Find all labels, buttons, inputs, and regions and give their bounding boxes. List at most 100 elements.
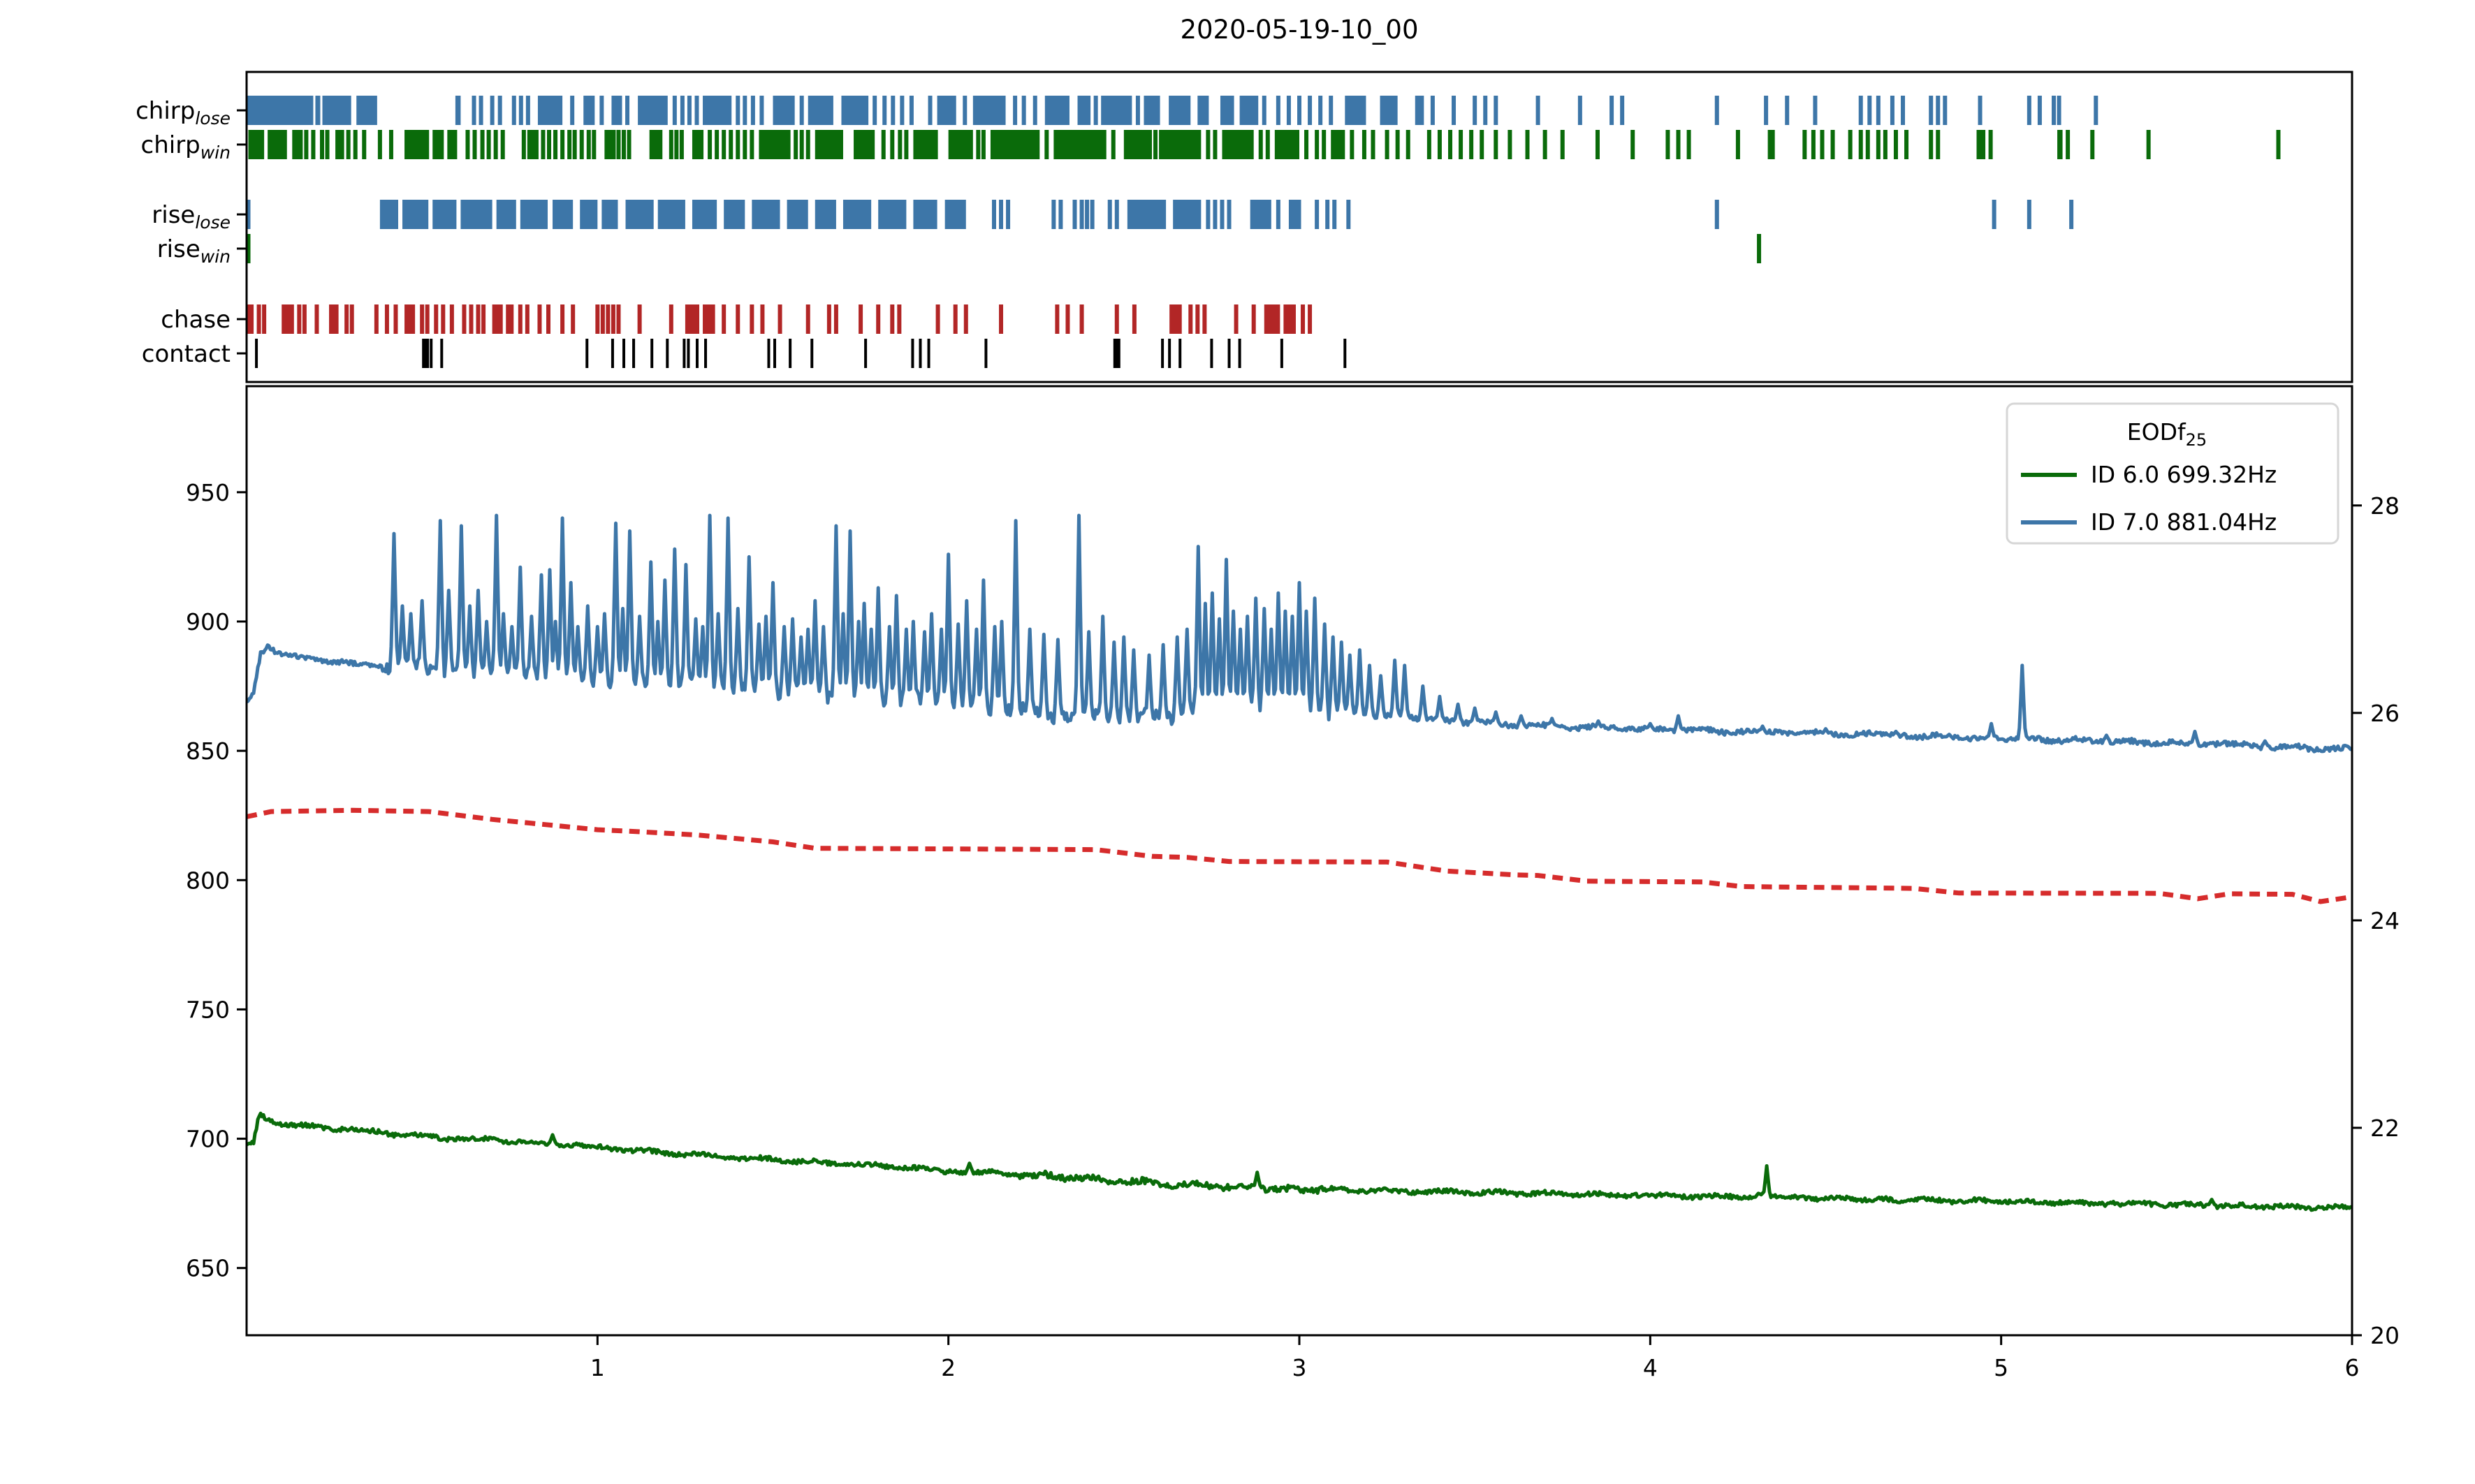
event-tick [722,304,727,334]
event-tick [1093,96,1098,125]
y-right-tick-label: 22 [2370,1115,2400,1142]
event-tick [506,304,511,334]
event-tick [349,304,354,334]
event-band [404,130,430,159]
event-tick [722,130,727,159]
event-tick [1322,130,1327,159]
event-tick [585,339,589,368]
event-tick [674,130,679,159]
event-tick [486,130,491,159]
event-tick [680,96,685,125]
event-tick [302,304,307,334]
event-tick [1051,200,1056,229]
event-tick [572,130,577,159]
event-tick [256,304,261,334]
event-tick [1021,96,1026,125]
event-band [948,130,973,159]
event-tick [480,130,485,159]
event-tick [805,130,810,159]
event-tick [420,304,425,334]
event-band [460,200,492,229]
event-tick [1430,96,1435,125]
row-label-chirp_win: chirpwin [141,131,231,163]
event-tick [882,96,887,125]
event-tick [799,96,804,125]
raster-row-contact [255,339,1347,368]
event-tick [679,130,684,159]
event-tick [999,200,1004,229]
event-tick [611,339,614,368]
event-tick [953,304,958,334]
event-tick [1178,339,1182,368]
event-tick [1676,130,1681,159]
event-tick [1132,304,1137,334]
event-tick [493,130,498,159]
event-tick [736,304,740,334]
event-tick [1006,200,1011,229]
event-tick [1329,96,1334,125]
event-tick [325,130,330,159]
event-tick [1802,130,1807,159]
event-band [1169,304,1182,334]
event-tick [1220,200,1225,229]
event-band [604,130,616,159]
event-tick [1811,130,1816,159]
event-tick [567,130,572,159]
event-band [356,96,377,125]
event-tick [1280,339,1283,368]
event-tick [1188,304,1193,334]
event-tick [637,304,642,334]
event-band [944,200,966,229]
event-band [841,96,869,125]
y-left-tick-label: 950 [186,479,230,506]
event-tick [1665,130,1670,159]
event-band [1127,200,1167,229]
event-tick [1483,96,1488,125]
event-tick [1065,304,1070,334]
raster-row-chase [247,304,1313,334]
event-tick [362,130,367,159]
event-band [1044,96,1069,125]
event-tick [1234,304,1239,334]
event-tick [255,339,258,368]
event-tick [632,339,636,368]
event-band [292,130,303,159]
event-band [611,96,622,125]
event-tick [449,304,454,334]
event-band [1077,96,1091,125]
event-tick [560,304,565,334]
event-tick [304,130,309,159]
event-tick [1494,130,1498,159]
event-tick [1757,234,1762,263]
event-tick [465,130,470,159]
event-tick [881,130,886,159]
event-band [1380,96,1398,125]
event-tick [1525,130,1530,159]
event-tick [377,130,382,159]
x-tick-label: 4 [1643,1354,1658,1381]
event-tick [2027,96,2031,125]
event-band [601,200,618,229]
row-label-chirp_lose: chirplose [136,97,231,128]
event-band [580,200,598,229]
event-band [1288,200,1301,229]
event-tick [1535,96,1540,125]
event-tick [736,130,740,159]
event-tick [1395,130,1400,159]
event-tick [1876,96,1881,125]
event-tick [2052,96,2057,125]
event-tick [2090,130,2095,159]
event-band [913,130,938,159]
row-label-rise_win: risewin [157,235,231,267]
event-tick [472,130,477,159]
event-tick [911,339,914,368]
event-band [787,200,808,229]
event-tick [1111,130,1116,159]
event-band [1173,200,1202,229]
event-tick [984,339,988,368]
event-tick [743,96,747,125]
event-tick [1168,339,1171,368]
event-band [247,304,254,334]
event-tick [2027,200,2031,229]
